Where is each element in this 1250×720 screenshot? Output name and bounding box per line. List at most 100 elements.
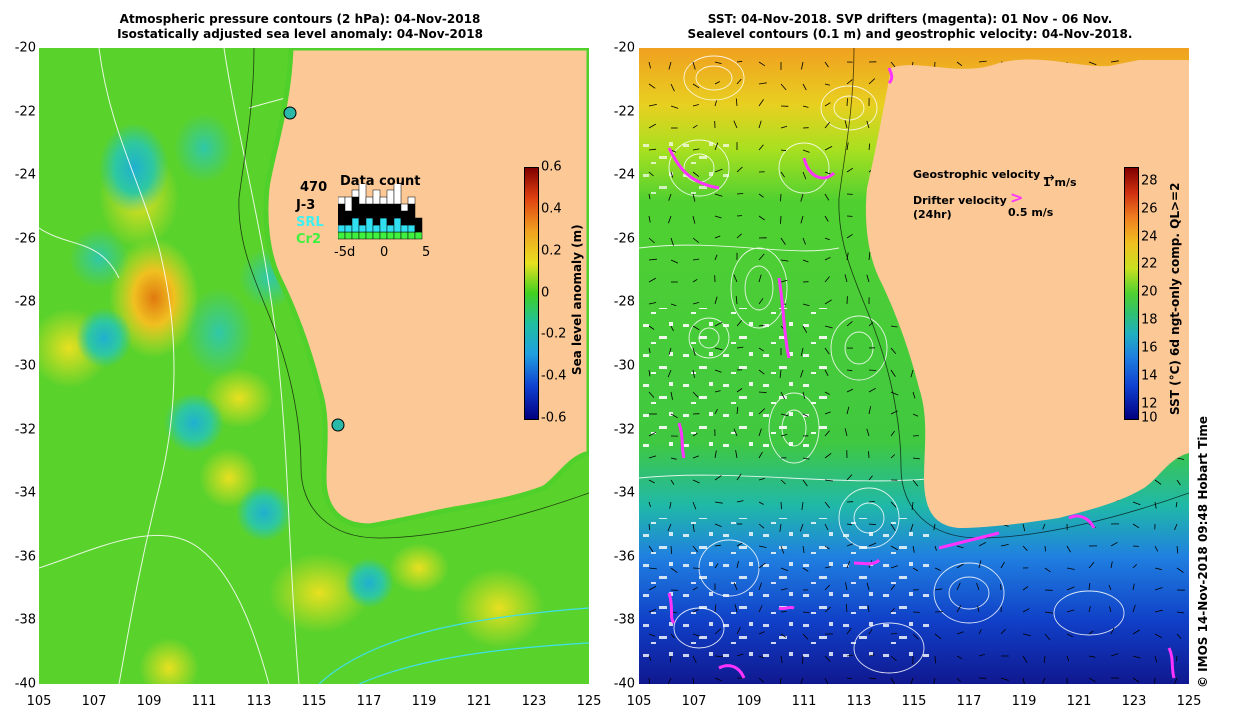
x-tick: 121 [466, 694, 492, 709]
velocity-arrow [668, 347, 672, 355]
velocity-arrow [978, 541, 987, 547]
velocity-arrow [890, 430, 895, 437]
count-bar-black [344, 210, 353, 226]
velocity-arrow [758, 61, 766, 67]
sat-cr2-label: Cr2 [296, 232, 321, 247]
velocity-arrow [1176, 457, 1185, 460]
velocity-arrow [824, 566, 831, 569]
velocity-arrow [911, 501, 914, 511]
velocity-arrow [1154, 587, 1163, 591]
velocity-arrow [758, 347, 764, 352]
velocity-arrow [1022, 545, 1028, 551]
velocity-arrow [670, 567, 678, 573]
velocity-arrow [714, 100, 717, 107]
velocity-arrow [933, 677, 936, 684]
colorbar-tick: 0.2 [541, 243, 562, 259]
right-map[interactable] [639, 48, 1189, 684]
velocity-arrow [714, 450, 717, 459]
velocity-arrow [733, 582, 738, 591]
velocity-arrow [824, 61, 829, 68]
count-bar-base [386, 231, 395, 240]
velocity-arrow [1088, 655, 1096, 658]
velocity-arrow [670, 303, 677, 307]
velocity-arrow [824, 122, 831, 129]
tide-gauge-marker[interactable] [283, 106, 297, 120]
velocity-arrow [669, 655, 672, 663]
velocity-arrow [692, 369, 695, 378]
y-tick: -28 [613, 294, 635, 310]
velocity-arrow [780, 259, 789, 262]
sea-level-anomaly-map [39, 48, 589, 684]
velocity-arrow [692, 655, 697, 664]
colorbar-tick: -0.2 [541, 326, 567, 342]
velocity-arrow [846, 167, 854, 173]
velocity-arrow [845, 604, 848, 613]
velocity-arrow [824, 215, 829, 222]
count-bar-black [351, 196, 360, 219]
velocity-arrow [846, 560, 851, 569]
velocity-arrow [668, 215, 672, 224]
velocity-arrow [758, 562, 766, 569]
drifter-tracks [667, 67, 1176, 679]
count-bar-white [358, 184, 367, 205]
velocity-arrow [779, 523, 782, 532]
count-bar-white [386, 189, 395, 205]
velocity-arrow [802, 149, 810, 153]
velocity-arrow [866, 274, 870, 283]
velocity-arrow [890, 325, 898, 328]
velocity-arrow [780, 237, 786, 245]
velocity-arrow [780, 611, 787, 613]
velocity-arrow [692, 302, 700, 305]
velocity-arrow [692, 432, 698, 437]
velocity-arrow [1042, 677, 1046, 684]
y-tick: -40 [613, 676, 635, 692]
velocity-arrow [844, 120, 848, 129]
velocity-arrow [1175, 501, 1178, 508]
velocity-arrow [868, 475, 873, 481]
y-tick: -26 [14, 231, 36, 247]
warm-eddy [109, 238, 199, 358]
velocity-arrow [846, 406, 850, 415]
x-tick: 125 [1176, 694, 1202, 709]
tide-gauge-marker[interactable] [331, 418, 345, 432]
velocity-arrow [846, 79, 853, 85]
velocity-arrow [978, 629, 982, 635]
count-axis-tick: 5 [422, 245, 431, 260]
velocity-arrow [670, 105, 679, 109]
velocity-arrow [1066, 545, 1071, 553]
velocity-arrow [800, 369, 804, 378]
velocity-arrow [670, 545, 673, 555]
count-bar-cyan [358, 224, 367, 233]
velocity-arrow [868, 523, 876, 526]
y-tick: -30 [613, 358, 635, 374]
velocity-arrow [758, 369, 765, 375]
velocity-arrow [780, 633, 787, 638]
velocity-arrow [824, 102, 831, 107]
x-tick: 113 [846, 694, 872, 709]
velocity-arrow [800, 193, 804, 202]
velocity-arrow [714, 501, 723, 504]
velocity-arrow [868, 143, 871, 151]
velocity-arrow [912, 479, 919, 487]
velocity-arrow [714, 390, 721, 393]
velocity-arrow [802, 105, 809, 108]
velocity-arrow [800, 215, 804, 224]
count-bar-base [358, 231, 367, 240]
velocity-arrow [1176, 567, 1184, 573]
count-bar-white [372, 189, 381, 205]
count-bar-white [365, 196, 374, 205]
velocity-arrow [802, 171, 807, 180]
velocity-arrow [758, 451, 763, 459]
left-map[interactable] [39, 48, 589, 684]
velocity-arrow [648, 83, 656, 89]
velocity-arrow [824, 479, 833, 482]
velocity-arrow [780, 588, 788, 591]
velocity-arrow [648, 171, 654, 177]
velocity-arrow [824, 391, 830, 395]
velocity-arrow [758, 545, 767, 548]
velocity-arrow [824, 677, 829, 684]
velocity-arrow [692, 171, 700, 177]
velocity-arrow [824, 276, 830, 283]
velocity-arrow [648, 258, 657, 261]
velocity-arrow [802, 655, 804, 664]
